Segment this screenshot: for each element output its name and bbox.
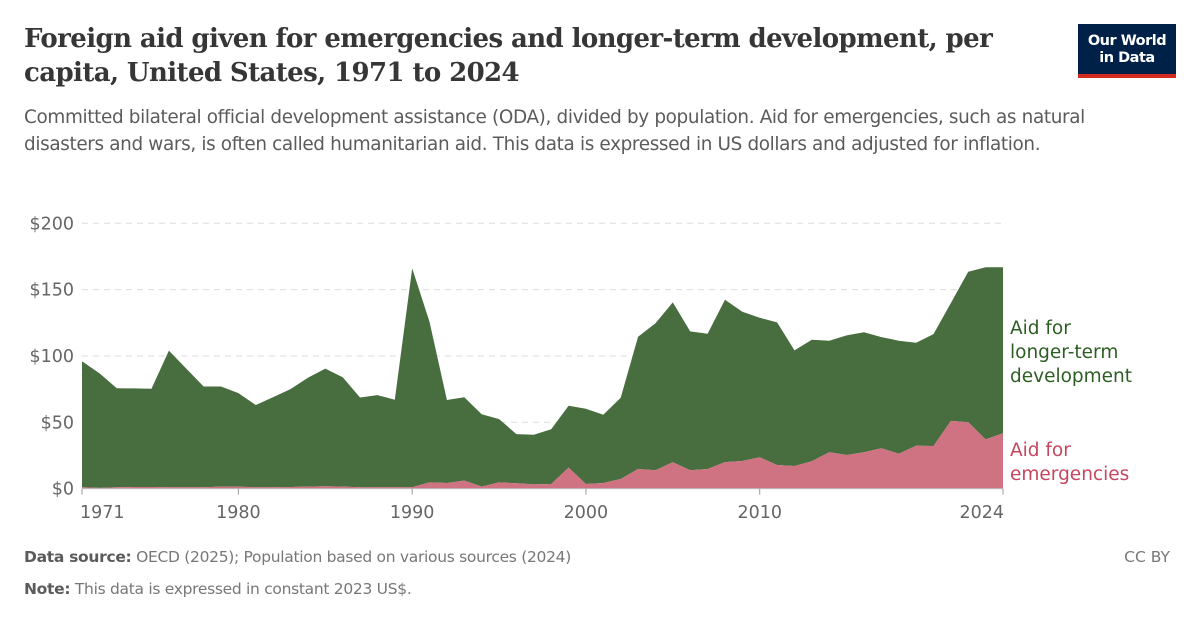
- chart-title: Foreign aid given for emergencies and lo…: [24, 24, 993, 88]
- logo-line-2: in Data: [1099, 50, 1155, 66]
- grid-lines: $0 $50 $100 $150 $200: [29, 214, 1003, 500]
- legend-label-emergencies: emergencies: [1010, 464, 1129, 485]
- data-source-text: OECD (2025); Population based on various…: [136, 548, 571, 566]
- legend-label-longer-term-development: longer-term: [1010, 342, 1118, 363]
- x-tick-label: 1971: [80, 503, 125, 523]
- y-tick-label: $150: [29, 281, 74, 301]
- logo-line-1: Our World: [1087, 33, 1167, 49]
- x-tick-label: 2010: [737, 503, 782, 523]
- note-label: Note:: [24, 580, 71, 598]
- x-tick-label: 2000: [564, 503, 609, 523]
- license-link[interactable]: CC BY: [1124, 548, 1170, 566]
- area-emergencies[interactable]: [82, 420, 1003, 489]
- y-tick-label: $200: [29, 214, 74, 234]
- areas: [82, 267, 1003, 489]
- y-tick-label: $50: [41, 413, 74, 433]
- x-tick-label: 1980: [216, 503, 261, 523]
- axes: 1971 1980 1990 2000 2010 2024: [80, 488, 1004, 523]
- y-tick-label: $100: [29, 347, 74, 367]
- stacked-area-chart: $0 $50 $100 $150 $200 1971 1980 1990 2000 2010 20…: [29, 214, 1132, 523]
- x-tick-label: 2024: [959, 503, 1004, 523]
- area-longer-term-development[interactable]: [82, 267, 1003, 488]
- data-source: Data source: OECD (2025); Population bas…: [24, 548, 571, 566]
- legend-label-longer-term-development: Aid for: [1010, 318, 1071, 339]
- legend-label-emergencies: Aid for: [1010, 440, 1071, 461]
- note-text: This data is expressed in constant 2023 …: [74, 580, 412, 598]
- x-tick-label: 1990: [390, 503, 435, 523]
- y-tick-label: $0: [52, 480, 74, 500]
- legend: Aid for longer-term development Aid for emer…: [1010, 318, 1132, 485]
- owid-logo[interactable]: Our World in Data: [1078, 24, 1176, 78]
- note: Note: This data is expressed in constant…: [24, 580, 412, 598]
- legend-label-longer-term-development: development: [1010, 366, 1132, 387]
- data-source-label: Data source:: [24, 548, 132, 566]
- chart-subtitle: Committed bilateral official development…: [24, 107, 1085, 155]
